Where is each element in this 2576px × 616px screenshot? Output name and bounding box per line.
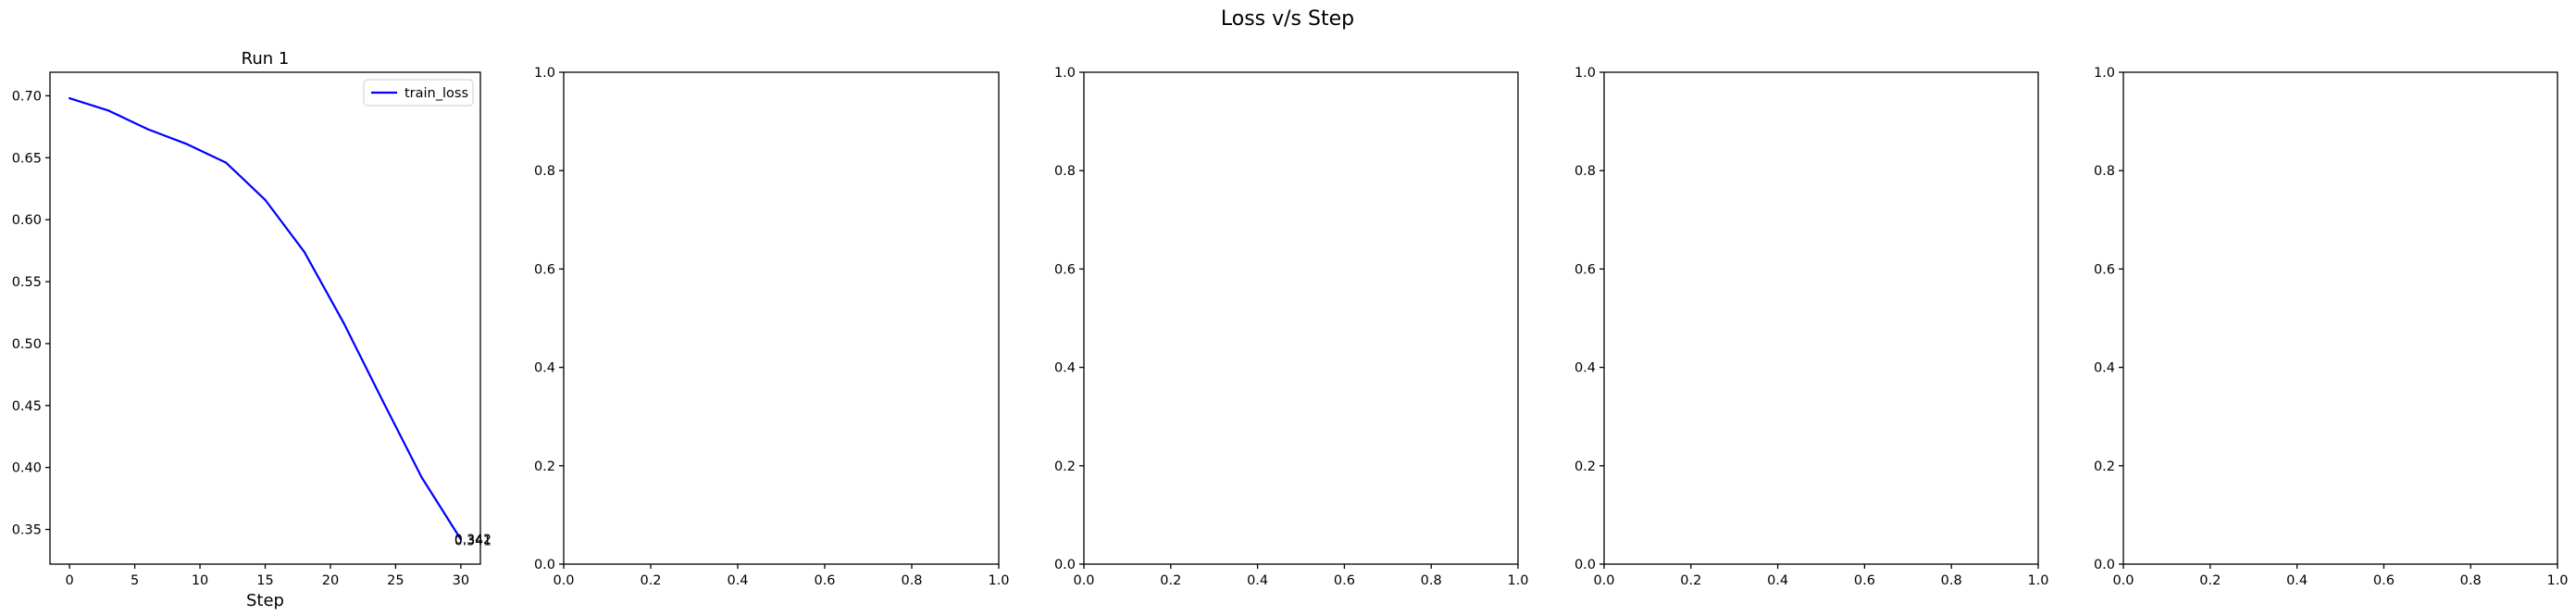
axes-frame (563, 71, 1000, 565)
y-tick-label: 0.0 (1054, 558, 1076, 572)
x-tick-label: 0.8 (1421, 573, 1442, 588)
series-point (420, 476, 423, 479)
y-tick-label: 0.4 (2094, 361, 2115, 376)
y-tick-label: 0.4 (534, 361, 555, 376)
x-tick-label: 0.6 (1854, 573, 1875, 588)
y-tick-label: 0.2 (1054, 459, 1076, 474)
y-tick-label: 0.8 (1574, 164, 1596, 179)
x-tick-label: 0.6 (1334, 573, 1355, 588)
y-tick-label: 0.65 (12, 151, 42, 166)
subplot-1: 0 5 10 15 20 25 30 0.35 0.40 0.45 0.50 0.55 0.60 0.65… (12, 49, 492, 610)
series-point (264, 198, 267, 201)
y-tick-label: 0.0 (534, 558, 555, 572)
x-tick-label: 1.0 (1507, 573, 1528, 588)
y-tick-label: 0.6 (1574, 262, 1596, 277)
x-tick-label: 0.2 (2199, 573, 2221, 588)
y-tick-label: 0.55 (12, 275, 42, 290)
y-tick-label: 0.6 (2094, 262, 2115, 277)
end-value-annotation: 0.341 (454, 534, 492, 549)
y-tick-label: 0.4 (1574, 361, 1596, 376)
series-point (185, 143, 189, 145)
x-tick-label: 0.0 (2112, 573, 2134, 588)
y-tick-label: 0.2 (1574, 459, 1596, 474)
y-tick-label: 1.0 (534, 66, 555, 81)
x-tick-label: 5 (131, 573, 139, 588)
x-tick-label: 0.4 (1247, 573, 1268, 588)
x-tick-label: 0.4 (727, 573, 748, 588)
y-tick-label: 0.35 (12, 523, 42, 538)
y-tick-label: 1.0 (1054, 66, 1076, 81)
x-tick-label: 0.2 (1680, 573, 1701, 588)
axes-layer: 0 5 10 15 20 25 30 0.35 0.40 0.45 0.50 0.55 0.60 0.65… (12, 49, 2569, 610)
subplot-2: 0.0 0.2 0.4 0.6 0.8 1.0 0.0 0.2 0.4 0.6 0.8 1.0 (534, 66, 1010, 588)
legend-box (363, 79, 474, 107)
x-tick-label: 15 (256, 573, 273, 588)
x-tick-label: 25 (387, 573, 404, 588)
axes-frame (2122, 71, 2558, 565)
x-tick-label: 0.8 (1941, 573, 1962, 588)
y-tick-label: 0.4 (1054, 361, 1076, 376)
y-tick-label: 0.0 (2094, 558, 2115, 572)
series-point (225, 161, 228, 164)
series-point (107, 109, 110, 112)
figure-suptitle: Loss v/s Step (1221, 7, 1354, 31)
y-tick-label: 0.45 (12, 399, 42, 414)
y-tick-label: 1.0 (2094, 66, 2115, 81)
legend-entry-label: train_loss (404, 86, 468, 101)
y-tick-label: 0.8 (1054, 164, 1076, 179)
x-tick-label: 0.2 (640, 573, 661, 588)
y-tick-label: 0.70 (12, 89, 42, 104)
legend: train_loss (363, 79, 474, 107)
series-point (303, 250, 305, 254)
axes-frame (1603, 71, 2039, 565)
axes-frame (49, 71, 481, 565)
series-point (146, 128, 149, 131)
x-tick-label: 0.0 (1593, 573, 1614, 588)
x-tick-label: 0.8 (901, 573, 922, 588)
y-tick-label: 0.40 (12, 461, 42, 476)
series-point (381, 399, 384, 402)
x-axis-label: Step (246, 591, 284, 610)
x-tick-label: 1.0 (2546, 573, 2568, 588)
subplot-title: Run 1 (242, 49, 290, 69)
x-tick-label: 0.4 (2286, 573, 2308, 588)
x-tick-label: 0.8 (2460, 573, 2482, 588)
axes-frame (1083, 71, 1519, 565)
x-tick-label: 0.2 (1160, 573, 1181, 588)
x-tick-label: 30 (453, 573, 469, 588)
y-tick-label: 0.8 (534, 164, 555, 179)
x-tick-label: 0.0 (1073, 573, 1094, 588)
y-tick-label: 0.8 (2094, 164, 2115, 179)
y-tick-label: 0.6 (1054, 262, 1076, 277)
y-tick-label: 0.6 (534, 262, 555, 277)
y-tick-label: 0.60 (12, 213, 42, 228)
y-tick-label: 1.0 (1574, 66, 1596, 81)
x-tick-label: 0 (66, 573, 74, 588)
x-tick-label: 10 (192, 573, 208, 588)
x-tick-label: 0.4 (1767, 573, 1788, 588)
x-tick-label: 1.0 (988, 573, 1009, 588)
series-point (342, 321, 345, 324)
series-point (459, 538, 462, 541)
y-tick-label: 0.50 (12, 337, 42, 352)
x-tick-label: 0.6 (814, 573, 835, 588)
y-tick-label: 0.0 (1574, 558, 1596, 572)
x-tick-label: 0.6 (2373, 573, 2395, 588)
subplot-4: 0.0 0.2 0.4 0.6 0.8 1.0 0.0 0.2 0.4 0.6 0.8 1.0 (1574, 66, 2049, 588)
subplot-3: 0.0 0.2 0.4 0.6 0.8 1.0 0.0 0.2 0.4 0.6 0.8 1.0 (1054, 66, 1529, 588)
y-tick-label: 0.2 (534, 459, 555, 474)
x-tick-label: 0.0 (553, 573, 574, 588)
x-tick-label: 1.0 (2027, 573, 2048, 588)
x-tick-label: 20 (322, 573, 339, 588)
end-value-annotation: 0.342 (454, 533, 492, 547)
subplot-5: 0.0 0.2 0.4 0.6 0.8 1.0 0.0 0.2 0.4 0.6 0.8 1.0 (2094, 66, 2569, 588)
series-point (68, 96, 71, 100)
y-tick-label: 0.2 (2094, 459, 2115, 474)
